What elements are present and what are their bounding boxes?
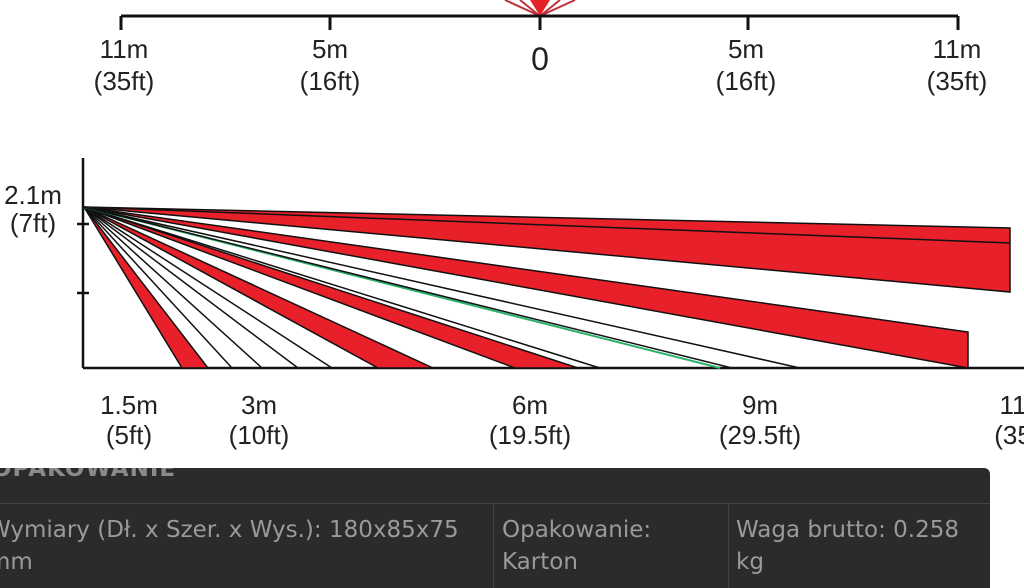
scale-label: 5m xyxy=(728,34,764,64)
scale-label: 11 xyxy=(1000,390,1024,420)
scale-label: 3m xyxy=(241,390,277,420)
table-cell: Wymiary (Dł. x Szer. x Wys.): 180x85x75 … xyxy=(0,514,468,578)
scale-label: (10ft) xyxy=(229,420,290,450)
scale-label: (35ft) xyxy=(94,66,155,96)
scale-label: (19.5ft) xyxy=(489,420,571,450)
table-title: OPAKOWANIE xyxy=(0,468,176,482)
top-view-fan xyxy=(505,0,575,16)
top-scale xyxy=(121,16,958,30)
scale-label: (5ft) xyxy=(106,420,152,450)
scale-label: 6m xyxy=(512,390,548,420)
height-label: 2.1m xyxy=(4,180,62,210)
table-cell: Opakowanie: Karton xyxy=(502,514,702,578)
scale-label: (16ft) xyxy=(300,66,361,96)
cell-separator xyxy=(493,504,494,588)
scale-label: 11m xyxy=(933,34,982,64)
packaging-table: OPAKOWANIE Wymiary (Dł. x Szer. x Wys.):… xyxy=(0,468,990,588)
cell-separator xyxy=(728,504,729,588)
scale-label: 9m xyxy=(742,390,778,420)
scale-label: 1.5m xyxy=(100,390,158,420)
scale-label: (16ft) xyxy=(716,66,777,96)
scale-label: (29.5ft) xyxy=(719,420,801,450)
height-label: (7ft) xyxy=(10,208,56,238)
table-cell: Waga brutto: 0.258 kg xyxy=(736,514,986,578)
table-row: Wymiary (Dł. x Szer. x Wys.): 180x85x75 … xyxy=(0,503,990,588)
scale-label: 11m xyxy=(100,34,149,64)
side-view xyxy=(77,158,1024,368)
scale-label: 5m xyxy=(312,34,348,64)
scale-label: (35ft) xyxy=(927,66,988,96)
scale-label: 0 xyxy=(531,41,549,77)
scale-label: (35 xyxy=(994,420,1024,450)
